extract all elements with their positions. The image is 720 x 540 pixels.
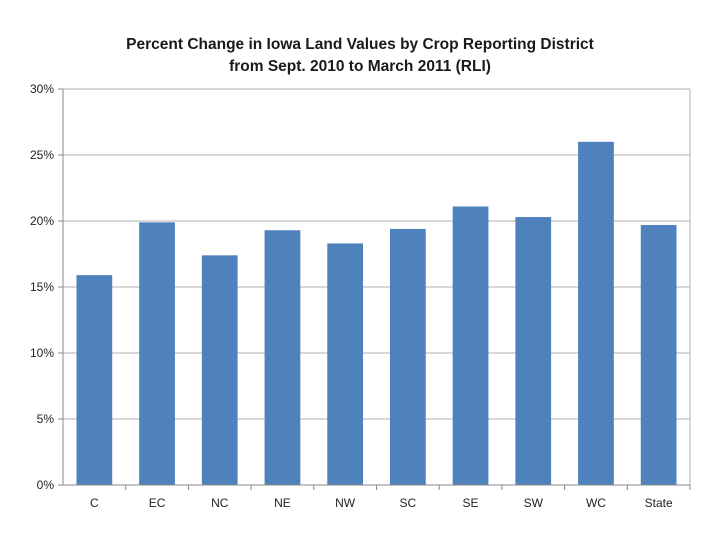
x-tick-label: SE [463, 496, 479, 510]
x-tick-label: SC [400, 496, 417, 510]
bar-ne [264, 230, 301, 485]
x-tick-labels: C EC NC NE NW SC SE SW WC State [90, 496, 673, 510]
bar-se [452, 206, 489, 486]
x-tick-label: C [90, 496, 99, 510]
y-tick-label: 5% [37, 412, 55, 426]
y-tick-label: 0% [37, 478, 55, 492]
chart-title: Percent Change in Iowa Land Values by Cr… [0, 34, 720, 78]
y-tick-label: 25% [30, 148, 54, 162]
y-tick-label: 20% [30, 214, 54, 228]
chart-title-line-1: Percent Change in Iowa Land Values by Cr… [126, 36, 594, 53]
axes [58, 88, 691, 490]
bar-c [76, 275, 113, 485]
y-tick-label: 15% [30, 280, 54, 294]
bar-nc [201, 255, 238, 485]
x-tick-label: NE [274, 496, 291, 510]
x-tick-label: SW [524, 496, 544, 510]
chart-title-line-2: from Sept. 2010 to March 2011 (RLI) [229, 58, 491, 75]
x-tick-label: State [645, 496, 673, 510]
y-tick-label: 30% [30, 82, 54, 96]
bar-ec [139, 222, 175, 485]
x-tick-label: EC [149, 496, 166, 510]
bar-sw [515, 217, 552, 486]
bars [76, 141, 677, 486]
bar-nw [327, 243, 364, 485]
y-tick-labels: 0% 5% 10% 15% 20% 25% 30% [30, 82, 54, 492]
x-tick-label: NW [335, 496, 356, 510]
y-tick-label: 10% [30, 346, 54, 360]
x-tick-label: NC [211, 496, 229, 510]
bar-wc [578, 141, 614, 486]
bar-sc [389, 228, 426, 486]
bar-state [640, 224, 677, 485]
x-tick-label: WC [586, 496, 606, 510]
